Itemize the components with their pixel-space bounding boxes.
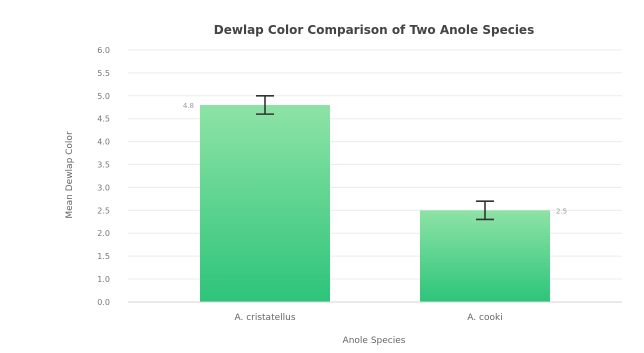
y-tick-label: 4.0	[97, 138, 110, 147]
y-tick-label: 3.5	[97, 161, 110, 170]
y-axis-label: Mean Dewlap Color	[65, 131, 75, 219]
x-tick-label: A. cooki	[467, 313, 502, 323]
y-tick-label: 1.5	[97, 252, 110, 261]
y-tick-label: 4.5	[97, 115, 110, 124]
y-tick-label: 3.0	[97, 183, 110, 192]
y-axis-ticks: 0.0 1.0 1.5 2.0 2.5 3.0 3.5 4.0 4.5 5.0 5.5 6.0	[97, 46, 110, 307]
y-tick-label: 2.5	[97, 206, 110, 215]
y-tick-label: 0.0	[97, 298, 110, 307]
y-tick-label: 2.0	[97, 229, 110, 238]
bar	[200, 104, 330, 302]
chart-title: Dewlap Color Comparison of Two Anole Spe…	[214, 23, 534, 37]
bars	[200, 104, 550, 302]
y-tick-label: 5.5	[97, 69, 110, 78]
x-tick-label: A. cristatellus	[234, 313, 295, 323]
data-labels: 4.8 2.5	[183, 102, 567, 215]
y-tick-label: 5.0	[97, 92, 110, 101]
y-tick-label: 1.0	[97, 275, 110, 284]
data-label: 4.8	[183, 102, 194, 110]
error-bar	[476, 200, 494, 221]
x-axis-ticks: A. cristatellus A. cooki	[234, 313, 502, 323]
data-label: 2.5	[556, 207, 567, 215]
error-bars	[256, 95, 494, 221]
x-axis-label: Anole Species	[343, 336, 406, 346]
error-bar	[256, 95, 274, 115]
bar	[420, 210, 550, 302]
y-tick-label: 6.0	[97, 46, 110, 55]
